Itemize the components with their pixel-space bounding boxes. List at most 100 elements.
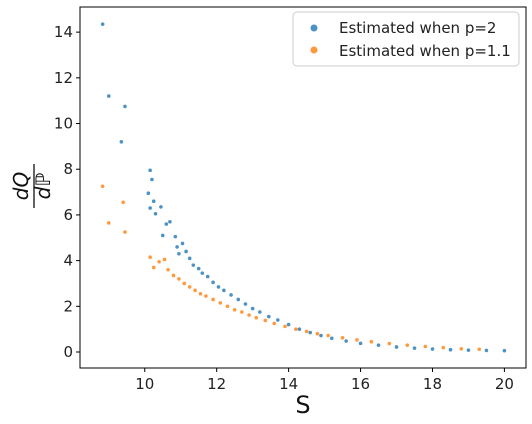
- data-point: [204, 294, 208, 298]
- data-point: [151, 265, 156, 270]
- data-point: [319, 333, 323, 338]
- data-point: [157, 259, 161, 264]
- y-tick-label: 0: [63, 343, 73, 361]
- data-point: [153, 211, 158, 216]
- legend-box: [292, 11, 520, 67]
- data-point: [211, 280, 215, 285]
- data-point: [297, 327, 302, 331]
- data-point: [148, 206, 152, 210]
- data-point: [182, 281, 187, 286]
- y-tick-label: 4: [63, 252, 73, 270]
- data-point: [247, 313, 251, 317]
- data-point: [477, 347, 482, 352]
- data-point: [205, 274, 210, 279]
- data-point: [412, 346, 417, 350]
- data-point: [344, 339, 348, 343]
- data-point: [263, 318, 268, 323]
- x-tick-label: 16: [351, 375, 370, 393]
- data-point: [315, 331, 320, 336]
- x-tick-label: 20: [495, 375, 514, 393]
- legend: Estimated when p=2 Estimated when p=1.1: [292, 11, 520, 67]
- data-point: [196, 266, 201, 271]
- series-1: [100, 184, 482, 352]
- data-point: [448, 347, 453, 352]
- data-point: [236, 297, 241, 302]
- data-point: [106, 221, 111, 225]
- data-point: [148, 168, 152, 173]
- data-point: [258, 310, 262, 314]
- data-point: [168, 219, 172, 224]
- data-point: [166, 267, 170, 272]
- data-point: [430, 347, 435, 351]
- data-point: [177, 251, 181, 256]
- data-point: [162, 257, 167, 262]
- data-point: [232, 307, 237, 312]
- legend-marker-p1-1: [310, 46, 318, 54]
- data-point: [243, 302, 248, 306]
- y-tick-label: 6: [63, 206, 73, 224]
- data-point: [326, 333, 330, 338]
- data-point: [355, 338, 359, 342]
- data-point: [308, 330, 312, 335]
- data-point: [187, 285, 192, 289]
- data-point: [283, 324, 287, 329]
- y-axis-label-denominator: dℙ: [31, 173, 55, 200]
- data-point: [211, 297, 215, 302]
- y-axis-ticks: 0 2 4 6 8 10 12 14: [54, 23, 80, 361]
- data-point: [184, 249, 188, 254]
- data-point: [484, 348, 489, 353]
- data-point: [200, 271, 205, 275]
- series-0: [100, 22, 507, 353]
- data-point: [250, 306, 255, 311]
- data-point: [294, 327, 298, 331]
- data-point: [187, 256, 192, 261]
- data-point: [376, 343, 381, 347]
- data-point: [198, 291, 203, 296]
- plot-marks: [100, 22, 507, 353]
- legend-marker-p2: [310, 24, 318, 32]
- data-point: [466, 348, 471, 352]
- data-point: [193, 288, 197, 293]
- y-axis-label: dQ dℙ: [9, 164, 55, 208]
- x-tick-label: 12: [207, 375, 226, 393]
- data-point: [286, 322, 291, 327]
- data-point: [151, 199, 156, 204]
- y-tick-label: 12: [54, 69, 73, 87]
- legend-label-p2: Estimated when p=2: [339, 19, 496, 37]
- data-point: [329, 336, 334, 341]
- x-tick-label: 10: [135, 375, 154, 393]
- data-point: [240, 310, 244, 314]
- data-point: [502, 348, 507, 353]
- data-point: [304, 329, 309, 334]
- data-point: [358, 341, 363, 346]
- data-point: [394, 345, 399, 349]
- data-point: [272, 321, 277, 326]
- data-point: [218, 301, 223, 305]
- data-point: [100, 184, 105, 189]
- data-point: [459, 347, 464, 351]
- data-point: [177, 277, 181, 281]
- plot-frame: [79, 6, 527, 369]
- x-tick-label: 18: [423, 375, 442, 393]
- x-axis-ticks: 10 12 14 16 18 20: [135, 368, 514, 393]
- data-point: [254, 315, 259, 320]
- data-point: [148, 255, 152, 259]
- data-point: [121, 200, 125, 205]
- data-point: [160, 233, 165, 238]
- y-tick-label: 8: [63, 160, 73, 178]
- data-point: [340, 336, 345, 340]
- data-point: [164, 222, 169, 226]
- data-point: [171, 273, 176, 278]
- y-tick-label: 2: [63, 297, 73, 315]
- data-point: [159, 205, 163, 209]
- data-point: [225, 304, 230, 309]
- data-point: [387, 341, 392, 346]
- y-tick-label: 14: [54, 23, 73, 41]
- legend-label-p1-1: Estimated when p=1.1: [339, 42, 511, 60]
- data-point: [119, 140, 124, 144]
- data-point: [123, 230, 127, 234]
- y-tick-label: 10: [54, 115, 73, 133]
- data-point: [229, 293, 233, 297]
- data-point: [216, 285, 221, 289]
- data-point: [180, 241, 185, 246]
